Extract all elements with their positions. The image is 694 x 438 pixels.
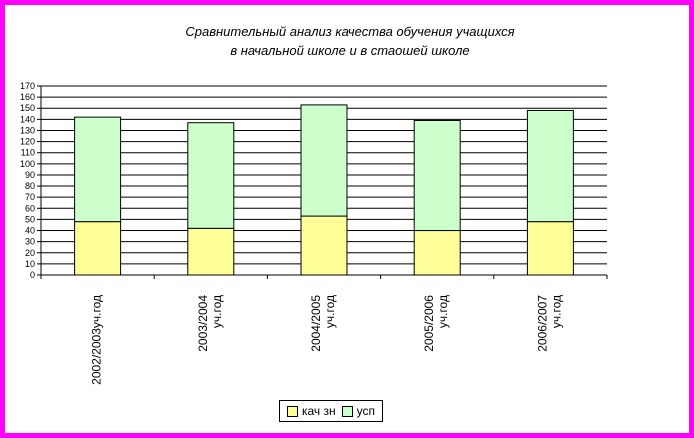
y-tick-label: 120 <box>20 137 35 147</box>
y-tick-label: 100 <box>20 159 35 169</box>
y-tick-label: 30 <box>25 237 35 247</box>
y-tick-label: 130 <box>20 125 35 135</box>
y-tick-label: 40 <box>25 226 35 236</box>
y-tick-label: 50 <box>25 214 35 224</box>
y-tick-label: 20 <box>25 248 35 258</box>
x-tick-label: 2002/2003уч.год <box>90 295 104 385</box>
legend-item-kach-zn: кач зн <box>286 404 336 418</box>
legend-item-usp: усп <box>341 404 375 418</box>
y-tick-label: 70 <box>25 192 35 202</box>
y-tick-label: 140 <box>20 114 35 124</box>
x-tick-label: 2004/2005 <box>309 295 323 352</box>
bar-kach-zn <box>413 230 461 276</box>
x-tick-label: уч.год <box>549 295 563 328</box>
y-tick-label: 10 <box>25 259 35 269</box>
y-tick-label: 80 <box>25 181 35 191</box>
x-tick-label: 2003/2004 <box>196 295 210 352</box>
chart-title-line-1: Сравнительный анализ качества обучения у… <box>185 24 515 39</box>
bar-kach-zn <box>526 221 574 276</box>
x-tick-label: 2006/2007 <box>535 295 549 352</box>
bar-usp <box>74 116 122 223</box>
x-tick-label: уч.год <box>210 295 224 328</box>
y-tick-label: 150 <box>20 103 35 113</box>
legend-swatch-kach-zn <box>286 405 298 417</box>
chart-legend: кач зн усп <box>279 400 383 422</box>
legend-label-usp: усп <box>356 404 375 418</box>
bar-kach-zn <box>187 227 235 276</box>
bar-usp <box>300 104 348 217</box>
y-tick-label: 170 <box>20 81 35 91</box>
x-tick-label: уч.год <box>436 295 450 328</box>
y-tick-label: 90 <box>25 170 35 180</box>
y-tick-label: 160 <box>20 92 35 102</box>
y-tick-label: 60 <box>25 203 35 213</box>
chart-title: Сравнительный анализ качества обучения у… <box>100 22 600 60</box>
y-tick-label: 110 <box>21 148 35 158</box>
chart-title-line-2: в начальной школе и в стаошей школе <box>230 43 470 58</box>
bar-kach-zn <box>300 215 348 276</box>
bar-usp <box>526 109 574 223</box>
legend-label-kach-zn: кач зн <box>301 404 336 418</box>
bar-usp <box>187 122 235 229</box>
x-tick-label: 2005/2006 <box>422 295 436 352</box>
legend-swatch-usp <box>341 405 353 417</box>
y-tick-label: 0 <box>30 270 35 280</box>
bar-kach-zn <box>74 221 122 276</box>
bar-usp <box>413 119 461 232</box>
x-tick-label: уч.год <box>323 295 337 328</box>
